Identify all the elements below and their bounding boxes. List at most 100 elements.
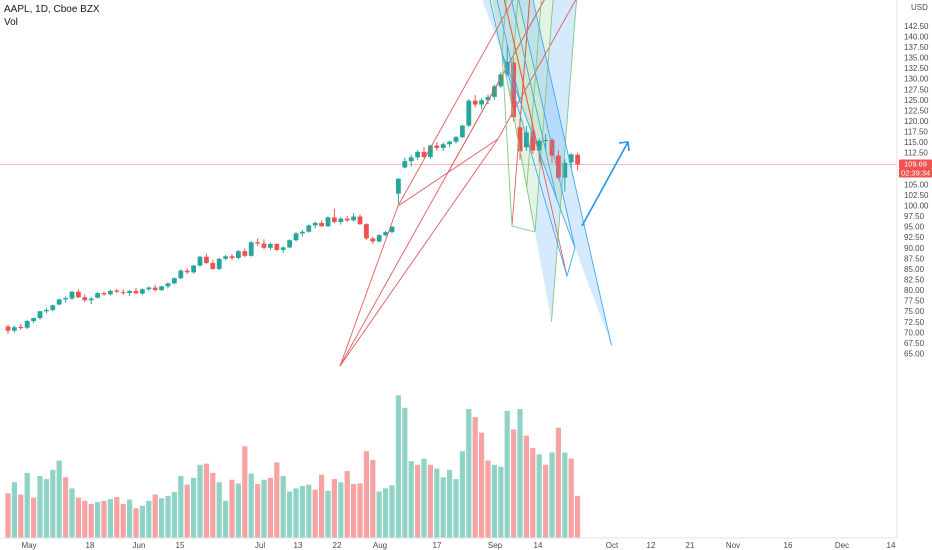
price-tick: 135.00 xyxy=(904,54,929,63)
time-tick: May xyxy=(21,541,36,550)
bar-countdown: 02:39:34 xyxy=(901,169,930,178)
volume-bar xyxy=(415,464,421,538)
candle-body xyxy=(428,145,433,157)
volume-bar xyxy=(447,469,453,538)
volume-bar xyxy=(216,482,222,538)
candle-body xyxy=(357,216,363,225)
pitchfork-tine xyxy=(503,0,539,151)
volume-bar xyxy=(312,489,318,538)
volume-bar xyxy=(376,491,382,538)
time-tick: Oct xyxy=(606,541,619,550)
candle-body xyxy=(165,283,171,287)
time-tick: 14 xyxy=(534,541,543,550)
volume-bar xyxy=(434,468,440,538)
candle-body xyxy=(236,251,241,258)
pitchfork-base xyxy=(397,138,499,207)
time-tick: 15 xyxy=(176,541,185,550)
price-tick: 137.50 xyxy=(904,43,929,52)
volume-bar xyxy=(575,495,581,538)
candle-body xyxy=(332,217,337,223)
price-tick: 85.00 xyxy=(904,265,925,274)
candle-body xyxy=(229,256,235,258)
candle-body xyxy=(530,131,536,151)
candle-body xyxy=(325,217,331,227)
time-tick: Nov xyxy=(726,541,740,550)
volume-bar xyxy=(139,505,145,538)
volume-bar xyxy=(24,472,30,538)
candle-body xyxy=(402,161,408,168)
time-tick: 21 xyxy=(686,541,695,550)
candle-body xyxy=(376,235,382,242)
candle-body xyxy=(568,154,574,163)
volume-bar xyxy=(18,494,24,538)
last-price-badge: 109.69 02:39:34 xyxy=(899,159,932,178)
symbol-title[interactable]: AAPL, 1D, Cboe BZX xyxy=(4,4,100,15)
pitchfork-lines[interactable] xyxy=(124,0,932,367)
candle-body xyxy=(63,298,68,300)
time-tick: Jul xyxy=(255,541,265,550)
price-tick: 127.50 xyxy=(904,85,929,94)
price-tick: 120.00 xyxy=(904,117,929,126)
candle-body xyxy=(421,151,427,157)
volume-bar xyxy=(440,477,446,538)
volume-bar xyxy=(338,482,344,538)
pitchfork-zone xyxy=(482,0,502,53)
candle-body xyxy=(172,278,177,284)
price-tick: 75.00 xyxy=(904,307,925,316)
volume-bar xyxy=(5,493,11,538)
volume-bar xyxy=(357,483,363,538)
candle-body xyxy=(248,242,254,256)
pitchfork-handle xyxy=(339,138,499,367)
pitchfork-tine xyxy=(551,0,577,322)
candle-body xyxy=(18,326,24,329)
forecast-arrow[interactable] xyxy=(581,141,630,227)
candle-body xyxy=(370,238,376,242)
volume-bar xyxy=(31,497,37,538)
price-tick: 142.50 xyxy=(904,22,929,31)
pitchfork-median xyxy=(339,0,545,367)
time-tick: 16 xyxy=(784,541,793,550)
candle-body xyxy=(242,251,248,256)
volume-legend[interactable]: Vol xyxy=(4,17,18,28)
volume-bar xyxy=(293,488,299,538)
price-tick: 125.00 xyxy=(904,96,929,105)
arrow-shaft xyxy=(581,141,629,227)
candle-body xyxy=(5,326,11,331)
volume-bar xyxy=(517,409,523,538)
volume-bar xyxy=(248,473,254,538)
volume-bar xyxy=(421,458,427,538)
time-axis[interactable]: May 18 Jun 15 Jul 13 22 Aug 17 Sep 14 Oct 12 21 Nov 16 D… xyxy=(21,541,896,550)
candle-body xyxy=(255,242,260,244)
candle-body xyxy=(556,155,561,178)
volume-bar xyxy=(351,484,357,538)
price-tick: 100.00 xyxy=(904,202,929,211)
price-tick: 112.50 xyxy=(904,149,928,158)
volume-bar xyxy=(95,502,101,538)
candle-body xyxy=(312,222,318,226)
volume-bar xyxy=(75,497,81,538)
volume-bar xyxy=(88,503,94,538)
volume-bar xyxy=(101,500,107,538)
candle-body xyxy=(440,144,446,149)
volume-bar xyxy=(299,485,305,538)
candle-body xyxy=(485,96,491,101)
candle-body xyxy=(37,311,43,318)
candle-body xyxy=(524,132,529,148)
time-tick: 17 xyxy=(433,541,442,550)
pitchfork-zone xyxy=(497,0,539,151)
volume-bar xyxy=(306,484,312,538)
volume-bar xyxy=(274,462,280,538)
candle-body xyxy=(300,231,305,234)
volume-bar xyxy=(178,476,184,538)
volume-bar xyxy=(363,451,369,538)
candle-body xyxy=(191,265,196,273)
time-tick: 14 xyxy=(887,541,896,550)
price-tick: 72.50 xyxy=(904,318,925,327)
volume-bar xyxy=(383,488,389,538)
volume-bar xyxy=(146,500,152,538)
volume-bar xyxy=(120,503,126,538)
price-tick: 115.00 xyxy=(904,138,928,147)
pitchfork-median xyxy=(511,0,531,227)
